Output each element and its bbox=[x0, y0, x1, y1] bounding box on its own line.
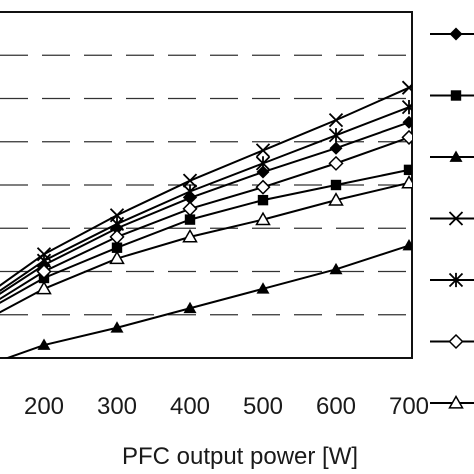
data-point bbox=[439, 226, 452, 237]
data-point bbox=[440, 158, 450, 168]
data-point bbox=[328, 112, 344, 128]
x-tick-labels: 200300400500600700100 bbox=[24, 393, 429, 420]
data-point bbox=[328, 128, 344, 143]
series-5 bbox=[0, 85, 452, 292]
legend-entry bbox=[430, 150, 474, 162]
data-point bbox=[439, 105, 452, 118]
data-point bbox=[328, 155, 344, 171]
series-2 bbox=[0, 158, 450, 304]
series-line bbox=[0, 168, 412, 304]
legend-entry bbox=[430, 272, 474, 288]
series-line bbox=[0, 135, 412, 301]
data-point bbox=[182, 228, 198, 243]
data-point bbox=[109, 229, 125, 245]
data-point bbox=[448, 394, 464, 409]
data-point bbox=[111, 242, 123, 253]
data-point bbox=[184, 214, 196, 225]
legend-entry bbox=[430, 394, 474, 409]
data-point bbox=[255, 143, 271, 158]
x-tick-label: 300 bbox=[97, 393, 137, 420]
data-point bbox=[448, 333, 464, 350]
data-point bbox=[401, 174, 412, 189]
series-line bbox=[0, 180, 412, 314]
data-point bbox=[402, 239, 412, 251]
series-7 bbox=[0, 163, 452, 314]
data-point bbox=[450, 90, 462, 101]
data-point bbox=[403, 164, 412, 176]
data-point bbox=[330, 179, 342, 191]
data-point bbox=[402, 115, 412, 129]
data-point bbox=[37, 338, 51, 350]
data-point bbox=[255, 156, 271, 171]
data-point bbox=[328, 192, 344, 206]
series-3 bbox=[4, 226, 452, 358]
data-point bbox=[449, 27, 463, 41]
data-point bbox=[182, 201, 198, 217]
data-point bbox=[109, 216, 125, 232]
data-point bbox=[183, 301, 197, 314]
data-point bbox=[109, 250, 125, 265]
series-1 bbox=[0, 105, 452, 295]
data-point bbox=[448, 272, 464, 288]
grid-lines bbox=[0, 54, 412, 316]
x-tick-label: 200 bbox=[24, 393, 64, 420]
data-point bbox=[449, 150, 463, 162]
x-tick-label: 600 bbox=[316, 393, 356, 420]
series-line bbox=[0, 104, 412, 292]
legend-entry bbox=[430, 333, 474, 350]
x-axis-label: PFC output power [W] bbox=[122, 443, 358, 470]
legend-entry bbox=[430, 90, 474, 101]
data-point bbox=[36, 280, 52, 295]
data-point bbox=[329, 262, 343, 275]
series-6 bbox=[0, 120, 452, 301]
data-point bbox=[401, 129, 412, 145]
data-point bbox=[182, 173, 198, 188]
series-layer bbox=[0, 64, 452, 358]
x-tick-label: 700 bbox=[389, 393, 429, 420]
data-point bbox=[401, 80, 412, 95]
data-point bbox=[439, 64, 452, 77]
data-point bbox=[182, 184, 198, 199]
series-line bbox=[0, 85, 412, 287]
series-line bbox=[0, 120, 412, 295]
data-point bbox=[110, 321, 124, 333]
legend-entry bbox=[430, 27, 474, 41]
x-tick-label: 500 bbox=[243, 393, 283, 420]
legend bbox=[430, 27, 474, 409]
data-point bbox=[256, 282, 270, 294]
series-line bbox=[4, 243, 412, 358]
data-point bbox=[401, 100, 412, 115]
data-point bbox=[255, 179, 271, 195]
data-point bbox=[439, 120, 452, 133]
data-point bbox=[329, 141, 343, 155]
data-point bbox=[257, 194, 269, 206]
data-point bbox=[439, 85, 452, 99]
data-point bbox=[448, 211, 464, 226]
data-point bbox=[439, 163, 452, 174]
x-tick-label: 400 bbox=[170, 393, 210, 420]
data-point bbox=[256, 165, 270, 179]
legend-entry bbox=[430, 211, 474, 226]
data-point bbox=[255, 211, 271, 226]
data-point bbox=[36, 263, 52, 280]
